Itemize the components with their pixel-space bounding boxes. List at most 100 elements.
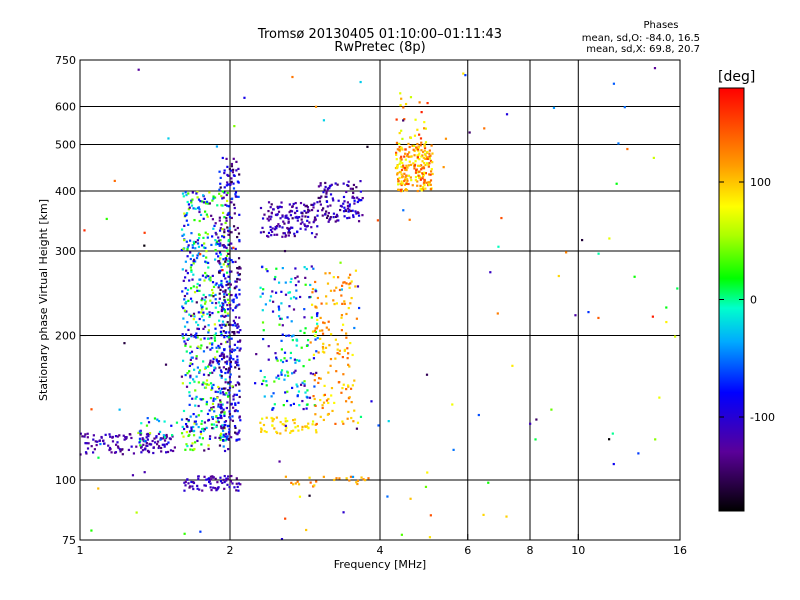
scatter-point [161, 443, 164, 446]
scatter-point [221, 481, 224, 485]
scatter-point [341, 420, 344, 423]
scatter-point [196, 439, 199, 442]
scatter-point [348, 216, 351, 219]
scatter-point [272, 418, 275, 421]
scatter-point [261, 292, 264, 295]
scatter-point [217, 284, 221, 287]
scatter-point [232, 298, 235, 301]
scatter-point [205, 400, 208, 404]
scatter-point [348, 396, 351, 399]
scatter-point [237, 181, 240, 184]
scatter-point [275, 225, 279, 228]
scatter-point [633, 275, 636, 278]
scatter-point [236, 235, 239, 239]
scatter-point [396, 173, 399, 176]
scatter-point [228, 257, 231, 260]
scatter-point [237, 482, 241, 485]
scatter-point [224, 291, 227, 294]
scatter-point [308, 358, 311, 361]
scatter-point [200, 422, 203, 425]
scatter-point [349, 282, 352, 285]
scatter-point [275, 358, 278, 361]
scatter-point [214, 390, 217, 393]
scatter-point [334, 215, 338, 218]
scatter-point [209, 348, 212, 351]
scatter-point [331, 409, 334, 413]
scatter-point [227, 389, 230, 392]
scatter-point [402, 164, 405, 167]
scatter-point [163, 436, 167, 439]
scatter-point [345, 312, 348, 316]
scatter-point [353, 202, 356, 205]
scatter-point [270, 215, 273, 218]
scatter-point [322, 342, 325, 345]
scatter-point [227, 205, 230, 208]
scatter-point [230, 216, 233, 220]
scatter-point [191, 246, 194, 249]
scatter-point [280, 201, 283, 204]
scatter-point [271, 417, 274, 420]
scatter-point [180, 228, 184, 231]
scatter-point [224, 310, 227, 314]
scatter-point [216, 240, 219, 243]
scatter-point [419, 187, 422, 190]
scatter-point [275, 213, 278, 217]
scatter-point [236, 326, 239, 329]
scatter-point [318, 329, 322, 332]
scatter-point [403, 189, 407, 192]
scatter-point [322, 207, 325, 210]
scatter-point [413, 164, 416, 167]
scatter-point [217, 419, 220, 422]
scatter-point [416, 156, 419, 159]
scatter-point [294, 211, 297, 215]
scatter-point [196, 239, 199, 242]
scatter-point [224, 221, 227, 225]
scatter-point [219, 354, 223, 357]
scatter-point [110, 451, 113, 454]
scatter-point [200, 433, 203, 436]
scatter-point [223, 228, 226, 231]
scatter-point [259, 421, 262, 424]
scatter-point [342, 422, 345, 425]
scatter-point [146, 417, 149, 420]
scatter-point [157, 419, 161, 423]
scatter-point [222, 387, 226, 390]
scatter-point [227, 287, 230, 290]
scatter-point [226, 371, 230, 374]
scatter-point [285, 426, 288, 429]
scatter-point [227, 212, 230, 215]
scatter-point [190, 335, 193, 338]
scatter-point [217, 286, 220, 289]
scatter-point [297, 429, 300, 432]
scatter-point [204, 276, 207, 279]
scatter-point [299, 295, 302, 299]
scatter-point [319, 182, 322, 185]
scatter-point [342, 511, 345, 514]
scatter-point [215, 346, 218, 349]
scatter-point [182, 233, 186, 236]
scatter-point [304, 425, 307, 428]
scatter-point [199, 347, 202, 350]
scatter-point [191, 198, 194, 201]
scatter-point [218, 170, 221, 173]
scatter-point [267, 231, 271, 235]
scatter-point [229, 360, 233, 363]
scatter-point [423, 146, 427, 149]
scatter-point [296, 395, 299, 398]
scatter-point [229, 349, 232, 352]
scatter-point [205, 200, 209, 203]
scatter-point [194, 240, 197, 244]
scatter-point [202, 194, 205, 197]
scatter-point [108, 446, 112, 450]
scatter-point [212, 383, 215, 387]
scatter-point [153, 417, 157, 420]
scatter-point [192, 312, 196, 315]
scatter-point [300, 346, 303, 349]
scatter-point [221, 204, 224, 207]
scatter-point [175, 421, 179, 424]
scatter-point [314, 404, 317, 407]
scatter-point [191, 362, 194, 366]
scatter-point [347, 363, 350, 366]
scatter-point [209, 361, 212, 364]
scatter-point [202, 429, 205, 433]
